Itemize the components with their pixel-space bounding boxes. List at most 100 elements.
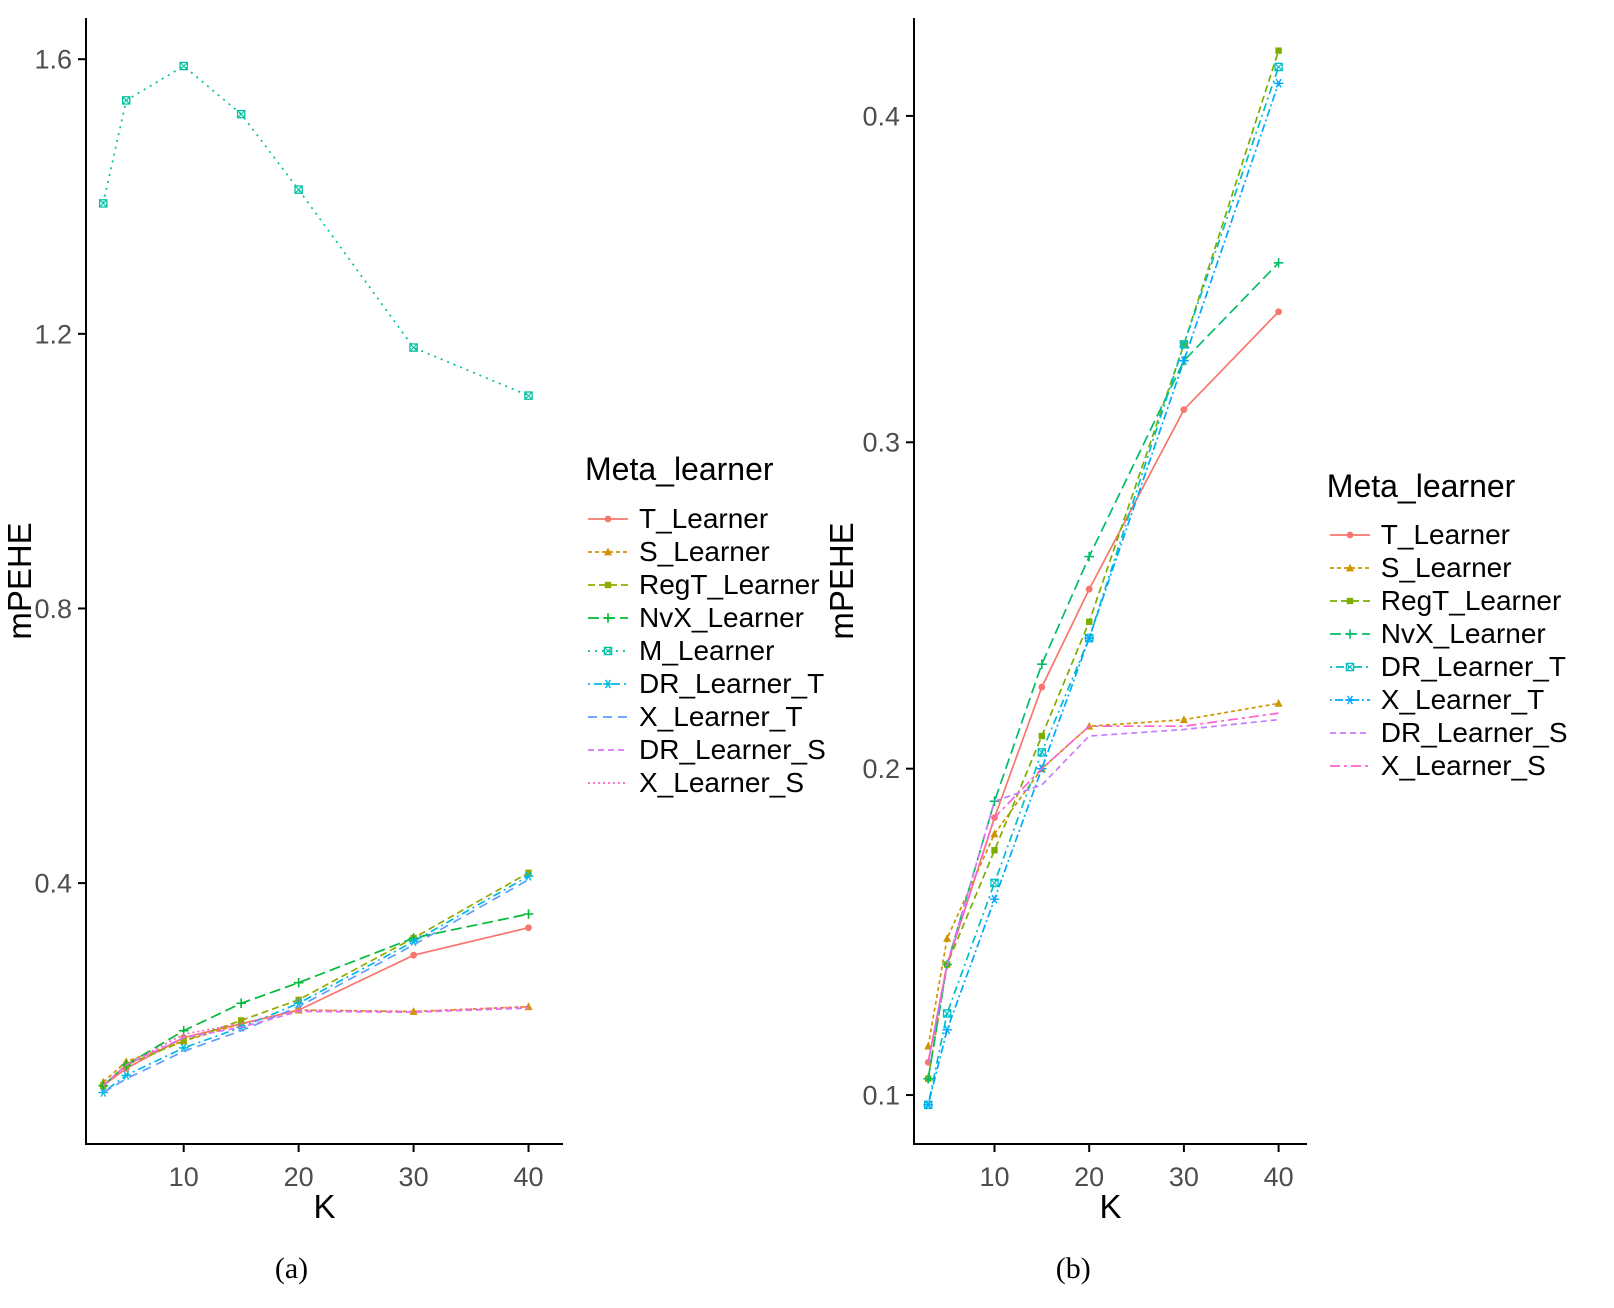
y-tick-label: 0.3 [862, 428, 900, 458]
legend-key-X_Learner_T [1329, 695, 1370, 705]
legend-label: T_Learner [1380, 519, 1510, 550]
series-line-RegT_Learner [102, 872, 529, 1087]
plus-marker [1084, 551, 1094, 562]
circle-marker [1180, 406, 1188, 414]
x-tick-label: 10 [979, 1162, 1009, 1192]
series-line-S_Learner [102, 1005, 529, 1083]
legend-item-S_Learner: S_Learner [1327, 552, 1568, 585]
asterisk-marker [1344, 695, 1355, 705]
square-cross-marker [990, 878, 999, 888]
legend-item-RegT_Learner: RegT_Learner [1327, 585, 1568, 618]
legend-item-T_Learner: T_Learner [1327, 519, 1568, 552]
legend-b: Meta_learner T_Learner S_Learner RegT_Learn… [1327, 468, 1568, 783]
y-tick-label: 0.1 [862, 1080, 900, 1110]
x-axis-title: K [1099, 1188, 1121, 1224]
series-line-RegT_Learner [927, 50, 1280, 1079]
series-line-DR_Learner_T [927, 66, 1280, 1105]
triangle-marker [1179, 715, 1188, 724]
asterisk-marker [1178, 356, 1189, 366]
square-cross-marker [603, 646, 613, 655]
square-cross-marker [236, 109, 246, 119]
legend-key-DR_Learner_S [1329, 732, 1370, 734]
square-cross-marker [409, 343, 418, 352]
legend-label: X_Learner_T [639, 700, 803, 732]
legend-label: T_Learner [639, 502, 769, 534]
series-line-X_Learner_S [927, 712, 1279, 1063]
square-cross-marker [98, 199, 108, 208]
x-tick-label: 20 [284, 1162, 314, 1192]
legend-label: DR_Learner_T [1380, 651, 1566, 682]
plus-marker [523, 909, 534, 919]
legend-key-RegT_Learner [588, 581, 628, 588]
plus-marker [1273, 257, 1284, 268]
circle-marker [525, 924, 532, 932]
series-line-M_Learner [102, 65, 529, 397]
legend-item-DR_Learner_T: DR_Learner_T [1327, 651, 1568, 684]
square-cross-marker [1179, 340, 1188, 349]
legend-label: NvX_Learner [1380, 618, 1546, 649]
legend-title: Meta_learner [1326, 467, 1516, 504]
circle-marker [1085, 585, 1093, 593]
square-cross-marker [179, 61, 188, 71]
legend-key-NvX_Learner [588, 612, 628, 623]
y-tick-label: 1.2 [34, 319, 72, 349]
legend-a: Meta_learner T_Learner S_Learner RegT_Learn… [585, 451, 826, 799]
y-axis-title: mPEHE [826, 522, 860, 639]
asterisk-marker [1273, 78, 1284, 88]
triangle-marker [1274, 698, 1283, 707]
legend-key-RegT_Learner [1329, 597, 1370, 605]
legend-label: RegT_Learner [1380, 585, 1562, 616]
x-tick-label: 30 [399, 1162, 429, 1192]
legend-key-T_Learner [1329, 531, 1370, 539]
legend-label: S_Learner [639, 535, 770, 567]
plus-marker [603, 612, 613, 623]
legend-key-T_Learner [588, 515, 628, 522]
plus-marker [923, 1073, 933, 1084]
axis-lines [912, 18, 1307, 1145]
x-tick-label: 20 [1074, 1162, 1104, 1192]
legend-item-DR_Learner_S: DR_Learner_S [585, 733, 826, 766]
legend-label: X_Learner_T [1380, 684, 1545, 715]
asterisk-marker [1084, 633, 1094, 643]
legend-key-X_Learner_T [588, 715, 628, 718]
square-cross-marker [942, 1009, 952, 1018]
square-marker [1085, 618, 1093, 625]
x-tick-label: 10 [169, 1162, 199, 1192]
square-marker [1275, 47, 1282, 54]
square-marker [295, 996, 302, 1004]
asterisk-marker [942, 1025, 952, 1035]
legend-label: DR_Learner_T [639, 667, 825, 699]
asterisk-marker [603, 678, 613, 689]
legend-label: DR_Learner_S [639, 733, 826, 765]
series-line-T_Learner [927, 311, 1279, 1063]
y-axis-title: mPEHE [4, 522, 38, 639]
square-marker [1346, 597, 1353, 605]
legend-key-X_Learner_S [1329, 765, 1370, 767]
caption-b: (b) [1055, 1252, 1091, 1285]
series-line-X_Learner_S [102, 1005, 529, 1087]
series-line-X_Learner_T [102, 878, 529, 1094]
series-line-DR_Learner_T [102, 875, 529, 1094]
triangle-marker [990, 829, 999, 838]
square-cross-marker [1037, 748, 1046, 757]
legend-key-S_Learner [1329, 563, 1370, 572]
plus-marker [1344, 629, 1355, 639]
square-marker [237, 1017, 245, 1024]
circle-marker [604, 515, 612, 522]
axis-lines [85, 18, 563, 1145]
circle-marker [1346, 531, 1354, 539]
legend-label: X_Learner_S [1380, 750, 1546, 781]
legend-key-NvX_Learner [1329, 629, 1370, 639]
triangle-marker [942, 933, 951, 942]
y-tick-label: 0.4 [34, 869, 72, 899]
legend-item-NvX_Learner: NvX_Learner [585, 601, 826, 634]
series-line-NvX_Learner [927, 262, 1279, 1079]
legend-item-X_Learner_T: X_Learner_T [585, 700, 826, 733]
legend-item-RegT_Learner: RegT_Learner [585, 568, 826, 601]
legend-item-X_Learner_S: X_Learner_S [585, 766, 826, 799]
